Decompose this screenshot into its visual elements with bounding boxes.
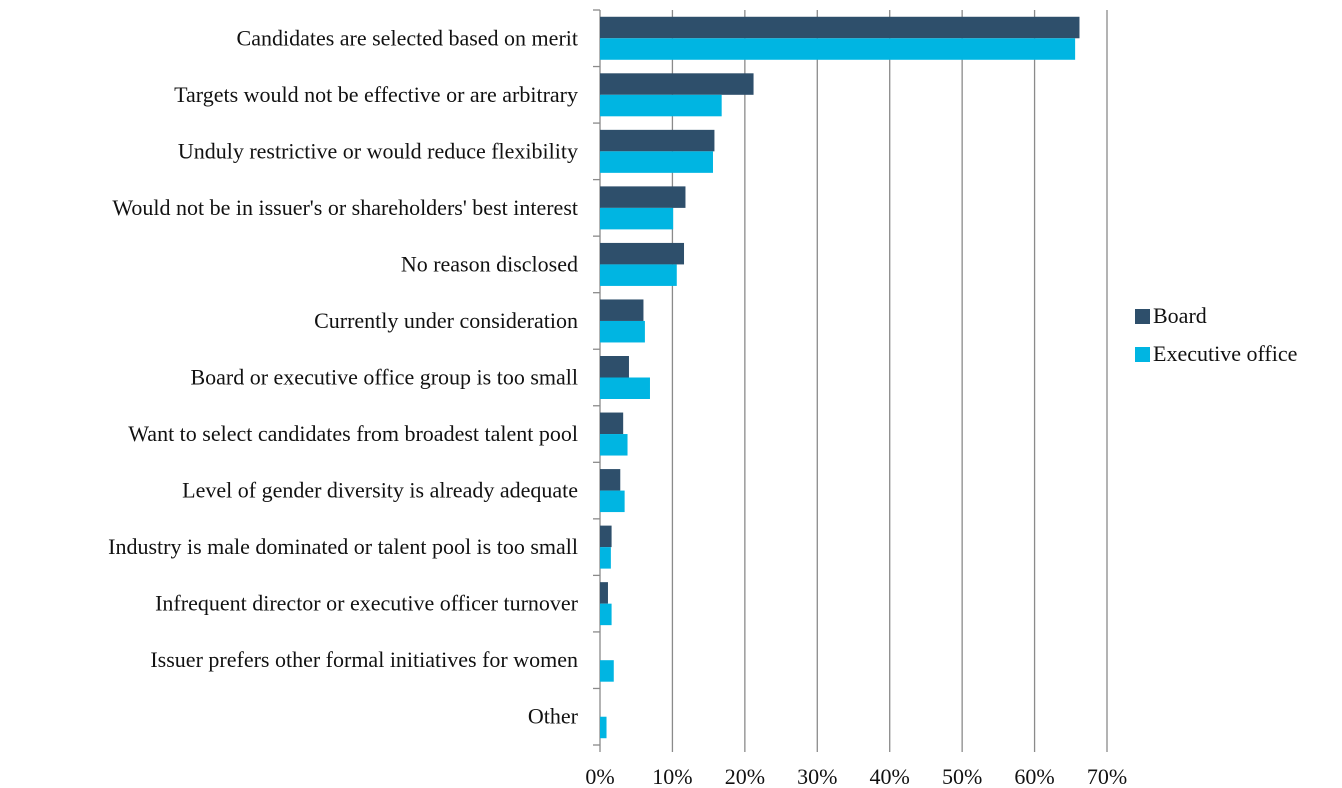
category-label: Targets would not be effective or are ar… bbox=[174, 82, 578, 107]
bar-board bbox=[600, 356, 629, 378]
x-tick-label: 10% bbox=[652, 764, 692, 788]
legend-swatch-board bbox=[1135, 309, 1150, 324]
category-label: Board or executive office group is too s… bbox=[190, 365, 578, 390]
bar-board bbox=[600, 242, 685, 265]
bar-executive-office bbox=[600, 320, 645, 343]
category-label: No reason disclosed bbox=[401, 251, 578, 276]
bar-board bbox=[600, 129, 715, 152]
bar-executive-office bbox=[600, 207, 674, 230]
bar-executive-office bbox=[600, 264, 677, 286]
category-label: Currently under consideration bbox=[314, 308, 578, 333]
bar-executive-office bbox=[600, 151, 713, 173]
legend-label-board: Board bbox=[1153, 303, 1207, 328]
bar-board bbox=[600, 16, 1080, 39]
bar-board bbox=[600, 186, 686, 208]
bar-board bbox=[600, 525, 612, 548]
category-label: Want to select candidates from broadest … bbox=[128, 421, 578, 446]
x-tick-label: 20% bbox=[725, 764, 765, 788]
legend-label-executive-office: Executive office bbox=[1153, 341, 1297, 366]
bar-executive-office bbox=[600, 716, 607, 739]
bar-executive-office bbox=[600, 660, 614, 682]
category-label: Issuer prefers other formal initiatives … bbox=[150, 647, 578, 672]
category-label: Would not be in issuer's or shareholders… bbox=[112, 195, 578, 220]
category-label: Level of gender diversity is already ade… bbox=[182, 478, 578, 503]
bar-executive-office bbox=[600, 94, 722, 117]
bar-board bbox=[600, 582, 608, 604]
bar-executive-office bbox=[600, 38, 1076, 60]
x-tick-label: 40% bbox=[870, 764, 910, 788]
bar-executive-office bbox=[600, 603, 612, 626]
bar-executive-office bbox=[600, 547, 611, 569]
x-tick-label: 0% bbox=[585, 764, 614, 788]
bar-executive-office bbox=[600, 490, 625, 513]
x-tick-label: 70% bbox=[1087, 764, 1127, 788]
bar-board bbox=[600, 469, 621, 491]
category-label: Unduly restrictive or would reduce flexi… bbox=[178, 138, 578, 163]
x-tick-label: 30% bbox=[797, 764, 837, 788]
x-tick-label: 60% bbox=[1014, 764, 1054, 788]
category-label: Infrequent director or executive officer… bbox=[155, 591, 579, 616]
x-tick-label: 50% bbox=[942, 764, 982, 788]
category-label: Industry is male dominated or talent poo… bbox=[108, 534, 578, 559]
bar-executive-office bbox=[600, 434, 628, 456]
bar-executive-office bbox=[600, 377, 650, 399]
category-label: Candidates are selected based on merit bbox=[237, 25, 578, 50]
bar-board bbox=[600, 412, 624, 435]
legend-swatch-executive-office bbox=[1135, 347, 1150, 362]
category-label: Other bbox=[528, 704, 579, 729]
bar-board bbox=[600, 73, 754, 95]
bar-board bbox=[600, 299, 644, 321]
